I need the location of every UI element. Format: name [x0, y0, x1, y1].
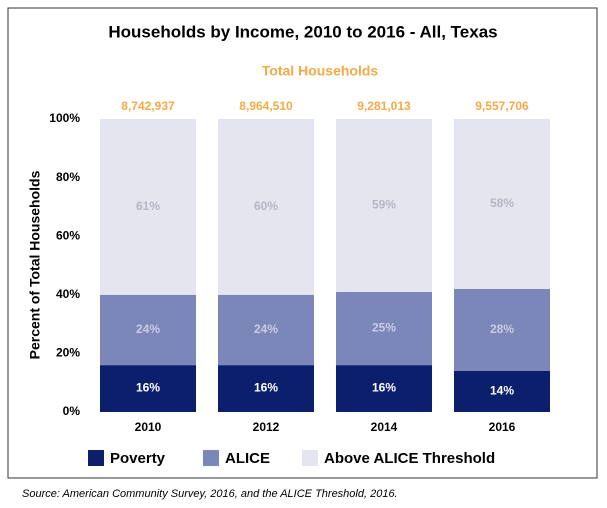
data-label: 14% — [490, 384, 514, 398]
data-label: 60% — [254, 199, 278, 213]
x-tick-label: 2016 — [489, 420, 516, 434]
data-label: 58% — [490, 196, 514, 210]
total-label: 8,964,510 — [239, 99, 293, 113]
totals-title: Total Households — [262, 63, 379, 79]
legend-label: ALICE — [225, 450, 270, 467]
data-label: 61% — [136, 199, 160, 213]
bar-segment — [336, 291, 432, 366]
x-tick-label: 2014 — [371, 420, 398, 434]
bar-segment — [100, 365, 196, 412]
bar-segment — [454, 288, 550, 371]
bars — [100, 119, 550, 412]
data-label: 28% — [490, 322, 514, 336]
y-tick-label: 20% — [56, 346, 80, 360]
y-tick-label: 40% — [56, 287, 80, 301]
bar-segment — [218, 365, 314, 412]
y-tick-label: 60% — [56, 228, 80, 242]
bar-segment — [336, 119, 432, 292]
data-label: 59% — [372, 198, 396, 212]
data-label: 16% — [136, 381, 160, 395]
x-tick-label: 2010 — [135, 420, 162, 434]
bar-segment — [218, 119, 314, 295]
y-tick-label: 100% — [49, 111, 80, 125]
legend-label: Poverty — [110, 450, 166, 467]
legend-swatch — [203, 450, 219, 466]
data-label: 24% — [254, 322, 278, 336]
y-axis-label: Percent of Total Households — [27, 170, 43, 359]
x-tick-label: 2012 — [253, 420, 280, 434]
data-label: 16% — [254, 381, 278, 395]
y-tick-label: 80% — [56, 170, 80, 184]
data-label: 24% — [136, 322, 160, 336]
chart-title: Households by Income, 2010 to 2016 - All… — [108, 22, 497, 41]
data-label: 25% — [372, 321, 396, 335]
bar-segment — [218, 294, 314, 366]
chart-frame — [7, 7, 598, 479]
source: Source: American Community Survey, 2016,… — [22, 488, 398, 500]
bar-segment — [336, 365, 432, 412]
bar-segment — [100, 294, 196, 366]
y-tick-label: 0% — [63, 404, 81, 418]
bar-segment — [454, 370, 550, 412]
legend-label: Above ALICE Threshold — [324, 450, 495, 467]
bar-segment — [454, 119, 550, 289]
total-label: 9,557,706 — [475, 99, 529, 113]
data-label: 16% — [372, 381, 396, 395]
legend-swatch — [88, 450, 104, 466]
total-label: 8,742,937 — [121, 99, 175, 113]
bar-segment — [100, 119, 196, 295]
legend-swatch — [302, 450, 318, 466]
total-label: 9,281,013 — [357, 99, 411, 113]
